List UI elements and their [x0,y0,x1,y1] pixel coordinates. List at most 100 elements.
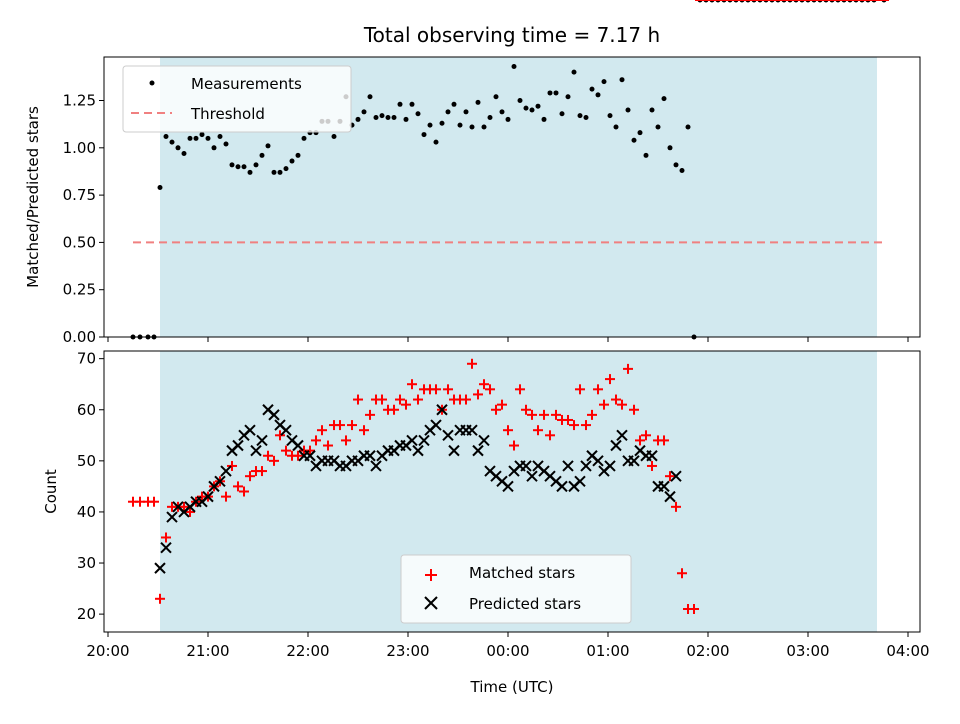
predicted-star-point [604,460,616,472]
bottom-x-tick-label: 02:00 [686,642,729,660]
measurement-point [661,96,667,102]
matched-star-point [575,384,585,395]
predicted-star-point [244,424,256,436]
predicted-star-point [658,480,670,493]
bottom-y-ticks: 20 30 40 50 60 70 [77,350,104,623]
measurement-point [397,101,403,107]
bottom-y-axis-label: Count [42,469,60,514]
measurement-point [463,109,469,115]
predicted-star-point [466,424,478,436]
matched-star-point [587,409,597,420]
measurement-point [271,169,277,175]
top-y-tick-label: 1.00 [63,139,96,157]
top-marks [130,0,887,340]
matched-star-point [305,445,315,456]
predicted-star-point [616,429,628,442]
matched-star-point [509,440,519,451]
matched-star-point [263,450,273,461]
predicted-star-point [280,424,292,436]
measurement-point [505,116,511,122]
predicted-star-point [412,444,424,457]
top-y-ticks: 0.00 0.25 0.50 0.75 1.00 1.25 [63,92,104,346]
measurement-point [301,135,307,141]
bottom-y-tick-label: 40 [77,503,96,521]
bottom-legend-box [400,554,632,624]
predicted-star-point [418,434,430,447]
measurement-point [667,145,673,151]
bottom-marks [128,0,889,615]
predicted-star-point [664,490,676,503]
measurement-point [295,152,301,158]
measurement-point [355,116,361,122]
measurement-point [247,169,253,175]
bottom-panel: 20 30 40 50 60 70 20:00 21:00 22:00 23:00 00:00 01… [42,0,930,696]
predicted-star-point [628,455,640,467]
measurement-point [229,162,235,168]
measurement-point [457,122,463,128]
predicted-star-point [430,419,442,431]
predicted-star-point [592,455,604,467]
measurement-point [649,107,655,113]
measurement-point [499,109,505,115]
matched-star-point [599,399,609,410]
matched-star-point [347,420,357,431]
predicted-star-point [220,465,232,477]
measurement-point [391,115,397,121]
measurement-point [481,124,487,130]
matched-star-point [677,568,687,579]
matched-star-point [413,394,423,405]
matched-star-point [395,394,405,405]
matched-star-point [359,425,369,436]
matched-star-point [551,409,561,420]
measurement-point [511,63,517,69]
measurement-point [625,107,631,113]
measurement-point [451,101,457,107]
matched-star-point [293,450,303,461]
matched-star-point [671,501,681,512]
bottom-x-tick-label: 21:00 [186,642,229,660]
top-y-tick-label: 0.25 [63,281,96,299]
predicted-star-point [448,444,460,457]
bottom-x-tick-label: 00:00 [486,642,529,660]
matched-star-point [611,394,621,405]
top-axes-frame [103,56,921,338]
measurement-point [679,168,685,174]
predicted-star-point [370,460,382,472]
measurement-point [421,132,427,138]
matched-star-point [569,420,579,431]
matched-star-point [233,481,243,492]
bottom-legend-matched-label: Matched stars [469,564,575,582]
matched-star-point [461,394,471,405]
matched-star-point [467,358,477,369]
predicted-star-point [646,450,658,462]
measurement-point [427,122,433,128]
measurement-point [643,152,649,158]
measurement-point [367,94,373,100]
matched-star-point [185,506,195,517]
measurement-point [205,135,211,141]
predicted-star-point [442,429,454,442]
predicted-star-point [670,470,682,482]
measurement-point [259,152,265,158]
matched-star-point [659,435,669,446]
measurement-point [445,109,451,115]
measurement-point [289,158,295,164]
predicted-star-point [292,439,304,452]
matched-star-point [335,420,345,431]
matched-star-point [323,440,333,451]
measurement-point [361,109,367,115]
predicted-star-point [520,460,532,472]
matched-star-point [161,532,171,543]
matched-star-point [545,430,555,441]
predicted-star-point [202,490,214,503]
bottom-y-tick-label: 50 [77,452,96,470]
bottom-x-tick-label: 23:00 [386,642,429,660]
measurement-point [241,164,247,170]
measurement-point [217,133,223,139]
matched-star-point [689,604,699,615]
top-y-tick-label: 0.00 [63,328,96,346]
measurement-point [385,115,391,121]
measurement-point [487,115,493,121]
matched-star-point [527,409,537,420]
predicted-star-point [166,511,178,523]
